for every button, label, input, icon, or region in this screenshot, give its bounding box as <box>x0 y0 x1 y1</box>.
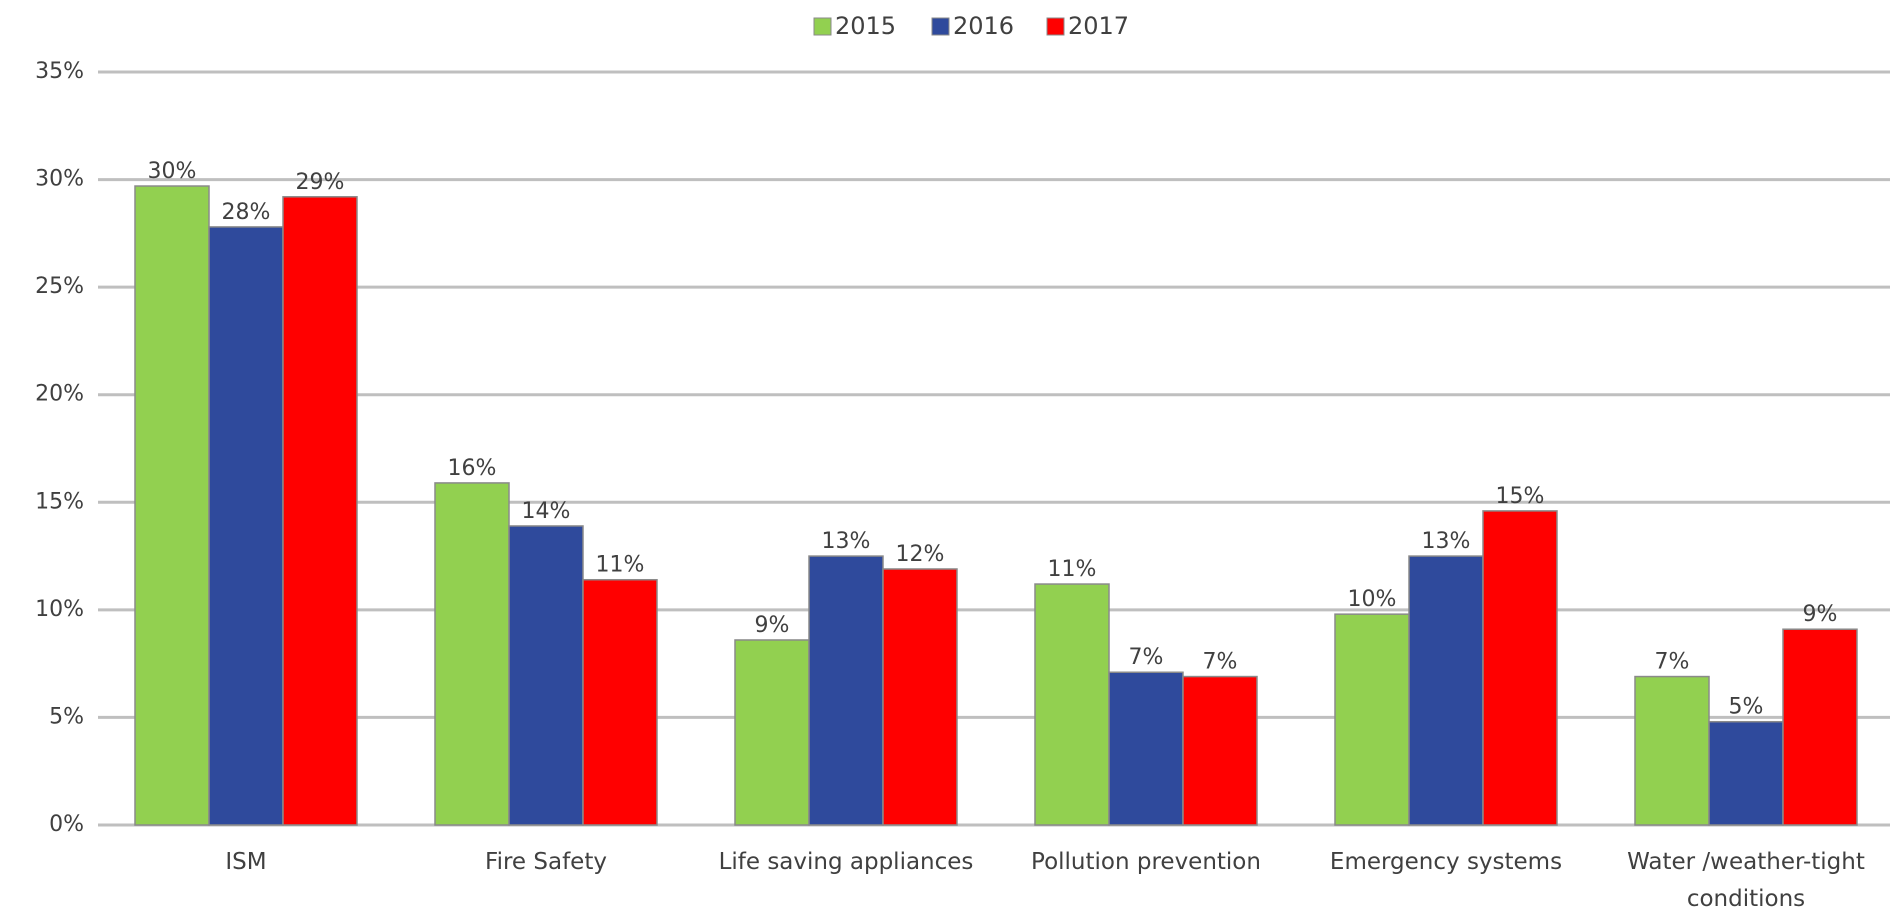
data-label: 16% <box>448 456 497 481</box>
data-label: 11% <box>1048 557 1097 582</box>
category-label: Emergency systems <box>1330 849 1562 875</box>
y-tick-label: 30% <box>35 167 84 192</box>
bar-2017 <box>1782 628 1858 826</box>
category-label: ISM <box>225 849 266 875</box>
gridlines <box>98 70 1890 827</box>
bar-2015 <box>734 639 810 826</box>
bar-2017 <box>282 196 358 826</box>
y-tick-label: 20% <box>35 382 84 407</box>
bar-2016 <box>508 525 584 826</box>
data-labels: 30% 28% 29% 16% 14% 11% 9% 13% 12% 11% 7% 7% 10% 13% 1… <box>148 159 1838 720</box>
bar-2015 <box>434 482 510 826</box>
data-label: 7% <box>1655 650 1690 675</box>
legend-swatch-2016 <box>931 17 950 36</box>
bar-2017 <box>582 578 658 826</box>
y-tick-label: 5% <box>49 704 84 729</box>
legend-label: 2017 <box>1068 12 1129 40</box>
y-tick-label: 15% <box>35 489 84 514</box>
category-label: Pollution prevention <box>1031 849 1261 875</box>
bar-series <box>134 185 1858 826</box>
bar-2016 <box>1408 555 1484 826</box>
data-label: 10% <box>1348 587 1397 612</box>
data-label: 13% <box>822 529 871 554</box>
data-label: 30% <box>148 159 197 184</box>
bar-2015 <box>1334 613 1410 826</box>
data-label: 9% <box>1803 602 1838 627</box>
bar-2017 <box>1482 510 1558 826</box>
legend-label: 2016 <box>953 12 1014 40</box>
data-label: 29% <box>296 170 345 195</box>
bar-2016 <box>208 226 284 826</box>
data-label: 7% <box>1203 650 1238 675</box>
y-tick-label: 35% <box>35 59 84 84</box>
y-tick-label: 25% <box>35 274 84 299</box>
legend-swatch-2017 <box>1046 17 1065 36</box>
bar-2015 <box>134 185 210 826</box>
bar-2017 <box>1182 675 1258 826</box>
data-label: 5% <box>1729 695 1764 720</box>
category-label: Water /weather-tight <box>1627 849 1865 875</box>
y-tick-label: 0% <box>49 812 84 837</box>
x-axis-category-labels: ISM Fire Safety Life saving appliances Poll… <box>225 849 1864 912</box>
bar-2015 <box>1034 583 1110 826</box>
data-label: 7% <box>1129 645 1164 670</box>
bar-2017 <box>882 568 958 826</box>
bar-2016 <box>1108 671 1184 826</box>
data-label: 12% <box>896 542 945 567</box>
data-label: 9% <box>755 613 790 638</box>
data-label: 28% <box>222 200 271 225</box>
legend-label: 2015 <box>835 12 896 40</box>
bar-2015 <box>1634 675 1710 826</box>
bar-2016 <box>808 555 884 826</box>
category-label: Fire Safety <box>485 849 607 875</box>
legend: 2015 2016 2017 <box>813 12 1129 40</box>
y-tick-label: 10% <box>35 597 84 622</box>
data-label: 15% <box>1496 484 1545 509</box>
category-label: Life saving appliances <box>719 849 974 875</box>
data-label: 11% <box>596 553 645 578</box>
bar-2016 <box>1708 720 1784 826</box>
data-label: 13% <box>1422 529 1471 554</box>
data-label: 14% <box>522 499 571 524</box>
category-label: conditions <box>1687 886 1805 912</box>
legend-swatch-2015 <box>813 17 832 36</box>
y-axis-tick-labels: 0% 5% 10% 15% 20% 25% 30% 35% <box>35 59 84 837</box>
